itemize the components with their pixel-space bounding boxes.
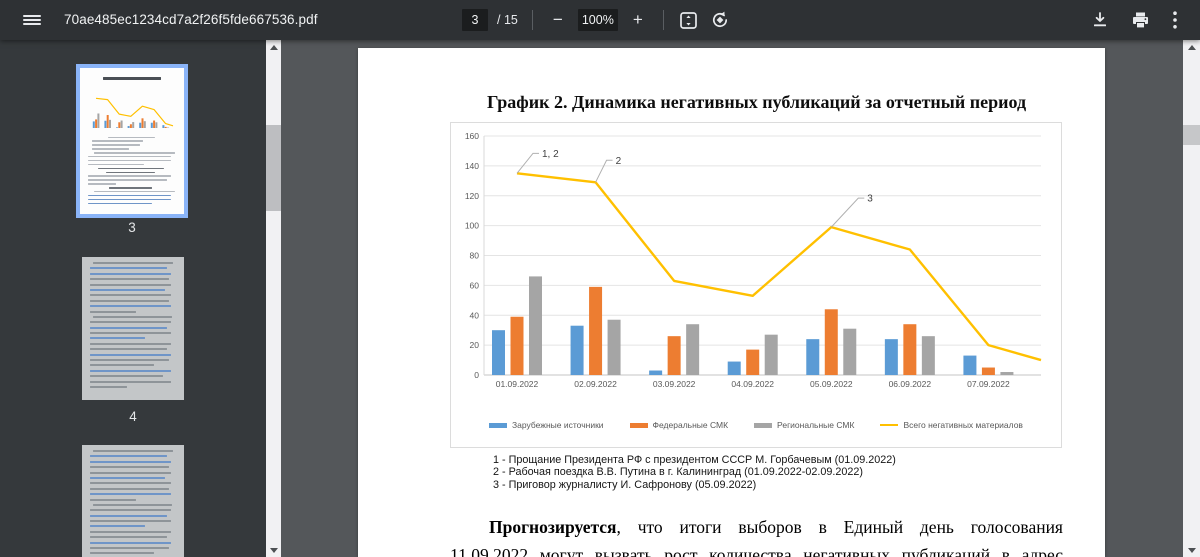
thumbnail-sidebar: 3 4 — [0, 40, 266, 557]
fit-page-icon[interactable] — [678, 7, 700, 33]
paragraph-bold-word: Прогнозируется — [489, 517, 617, 537]
page-number-input[interactable]: 3 — [462, 9, 488, 31]
svg-text:1, 2: 1, 2 — [542, 149, 559, 160]
page-zoom-controls: 3 / 15 − 100% + — [462, 0, 731, 40]
svg-text:04.09.2022: 04.09.2022 — [731, 379, 774, 389]
svg-text:160: 160 — [465, 131, 479, 141]
legend-swatch-icon — [754, 422, 773, 428]
legend-item: Зарубежные источники — [489, 420, 604, 430]
svg-text:01.09.2022: 01.09.2022 — [496, 379, 539, 389]
body-paragraph: Прогнозируется, что итоги выборов в Един… — [450, 514, 1063, 557]
thumbnail-5-preview — [87, 450, 179, 557]
toolbar-divider — [662, 10, 664, 30]
page-thumbnail-3[interactable] — [76, 64, 188, 218]
page-count-label: / 15 — [497, 13, 518, 27]
sidebar-scrollbar-thumb[interactable] — [266, 125, 281, 211]
paragraph-line1: , что итоги выборов в Единый день голосо… — [616, 517, 1063, 537]
svg-text:20: 20 — [470, 340, 480, 350]
pdf-toolbar: 70ae485ec1234cd7a2f26f5fde667536.pdf 3 /… — [0, 0, 1200, 40]
thumbnail-chart — [92, 97, 174, 128]
zoom-in-button[interactable]: + — [632, 10, 643, 29]
legend-item: Федеральные СМК — [629, 420, 729, 430]
rotate-icon[interactable] — [709, 7, 731, 33]
legend-swatch-icon — [880, 424, 899, 426]
menu-icon[interactable] — [18, 0, 46, 40]
svg-text:40: 40 — [470, 310, 480, 320]
scroll-up-arrow[interactable] — [1183, 40, 1200, 54]
legend-item: Региональные СМК — [754, 420, 854, 430]
legend-label: Зарубежные источники — [512, 420, 604, 430]
footnote-line: 2 - Рабочая поездка В.В. Путина в г. Кал… — [493, 466, 864, 479]
footnote-line: 1 - Прощание Президента РФ с президентом… — [493, 454, 896, 466]
main-scrollbar[interactable] — [1183, 40, 1200, 557]
svg-text:80: 80 — [470, 251, 480, 261]
chart-plot-area: 0 20 40 60 80 100 120 140 160 01.09.2022 02.09.202… — [465, 131, 1042, 389]
chart-figure: 0 20 40 60 80 100 120 140 160 01.09.2022 02.09.202… — [450, 122, 1062, 448]
paragraph-line2: 11.09.2022 могут вызвать рост количества… — [450, 544, 1063, 557]
toolbar-actions — [1091, 0, 1178, 40]
document-filename: 70ae485ec1234cd7a2f26f5fde667536.pdf — [64, 12, 318, 27]
zoom-level-display: 100% — [577, 9, 618, 31]
scroll-up-arrow[interactable] — [266, 40, 281, 54]
more-options-icon[interactable] — [1172, 10, 1178, 30]
svg-text:100: 100 — [465, 221, 479, 231]
svg-text:60: 60 — [470, 280, 480, 290]
svg-text:3: 3 — [867, 194, 873, 205]
svg-text:07.09.2022: 07.09.2022 — [967, 379, 1010, 389]
svg-text:03.09.2022: 03.09.2022 — [653, 379, 696, 389]
svg-text:02.09.2022: 02.09.2022 — [574, 379, 617, 389]
sidebar-scrollbar[interactable] — [266, 40, 281, 557]
legend-swatch-icon — [489, 422, 508, 428]
svg-text:2: 2 — [616, 156, 622, 167]
page-thumbnail-5[interactable] — [82, 445, 184, 557]
legend-label: Всего негативных материалов — [903, 420, 1023, 430]
chart-footnotes: 1 - Прощание Президента РФ с президентом… — [493, 454, 896, 491]
main-scrollbar-thumb[interactable] — [1183, 125, 1200, 145]
svg-text:120: 120 — [465, 191, 479, 201]
legend-item: Всего негативных материалов — [880, 420, 1023, 430]
footnote-line: 3 - Приговор журналисту И. Сафронову (05… — [493, 478, 757, 491]
legend-label: Региональные СМК — [777, 420, 855, 430]
thumbnail-4-label: 4 — [129, 409, 137, 424]
download-icon[interactable] — [1091, 11, 1109, 29]
legend-swatch-icon — [629, 422, 648, 428]
chart-title: График 2. Динамика негативных публикаций… — [486, 92, 1027, 112]
thumbnail-3-label: 3 — [128, 220, 136, 235]
toolbar-divider — [531, 10, 533, 30]
thumbnail-3-preview — [85, 73, 179, 209]
scroll-down-arrow[interactable] — [1183, 543, 1200, 557]
svg-text:06.09.2022: 06.09.2022 — [889, 379, 932, 389]
svg-text:140: 140 — [465, 161, 479, 171]
chart-legend: Зарубежные источники Федеральные СМК Регио… — [451, 420, 1061, 430]
svg-text:0: 0 — [474, 370, 479, 380]
print-icon[interactable] — [1131, 11, 1150, 30]
legend-label: Федеральные СМК — [652, 420, 729, 430]
pdf-page: График 2. Динамика негативных публикаций… — [358, 48, 1105, 557]
thumbnail-4-preview — [87, 262, 179, 395]
zoom-out-button[interactable]: − — [552, 10, 563, 29]
scroll-down-arrow[interactable] — [266, 543, 281, 557]
page-thumbnail-4[interactable] — [82, 257, 184, 400]
svg-text:05.09.2022: 05.09.2022 — [810, 379, 853, 389]
